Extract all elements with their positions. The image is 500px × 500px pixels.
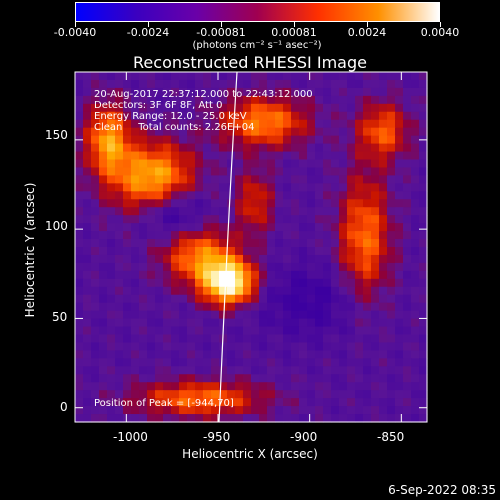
plot-title: Reconstructed RHESSI Image: [133, 53, 367, 72]
y-tick-label: 150: [45, 128, 68, 142]
colorbar-tick-label: 0.00081: [271, 26, 317, 39]
colorbar-tick: [440, 22, 441, 27]
x-tick-label: -850: [377, 430, 405, 444]
footer-date: 6-Sep-2022 08:35: [388, 483, 496, 497]
info-line-clean: Clean Total counts: 2.26E+04: [94, 122, 255, 133]
colorbar-tick: [75, 22, 76, 27]
y-tick-label: 50: [52, 310, 68, 324]
colorbar-tick: [294, 22, 295, 27]
solar-limb-line: [218, 71, 238, 423]
peak-position: Position of Peak = [-944,70]: [94, 398, 234, 409]
x-tick-label: -900: [290, 430, 318, 444]
x-axis-label: Heliocentric X (arcsec): [182, 447, 318, 461]
colorbar-tick: [148, 22, 149, 27]
info-line-time: 20-Aug-2017 22:37:12.000 to 22:43:12.000: [94, 89, 313, 100]
colorbar-tick: [367, 22, 368, 27]
y-axis-label: Heliocentric Y (arcsec): [23, 182, 37, 318]
y-tick-label: 100: [45, 219, 68, 233]
colorbar-tick: [221, 22, 222, 27]
y-tick-label: 0: [60, 400, 68, 414]
colorbar-tick-label: -0.00081: [196, 26, 246, 39]
plot-frame: [74, 71, 428, 423]
info-line-detectors: Detectors: 3F 6F 8F, Att 0: [94, 100, 223, 111]
x-tick-label: -950: [203, 430, 231, 444]
colorbar-tick-label: -0.0040: [53, 26, 97, 39]
x-tick-label: -1000: [113, 430, 148, 444]
colorbar-tick-label: -0.0024: [126, 26, 170, 39]
image-pixels: [75, 72, 428, 423]
colorbar-tick-label: 0.0024: [347, 26, 387, 39]
colorbar: [75, 2, 440, 22]
info-line-energy: Energy Range: 12.0 - 25.0 keV: [94, 111, 247, 122]
colorbar-units: (photons cm⁻² s⁻¹ asec⁻²): [192, 40, 322, 51]
colorbar-tick-label: 0.0040: [420, 26, 460, 39]
